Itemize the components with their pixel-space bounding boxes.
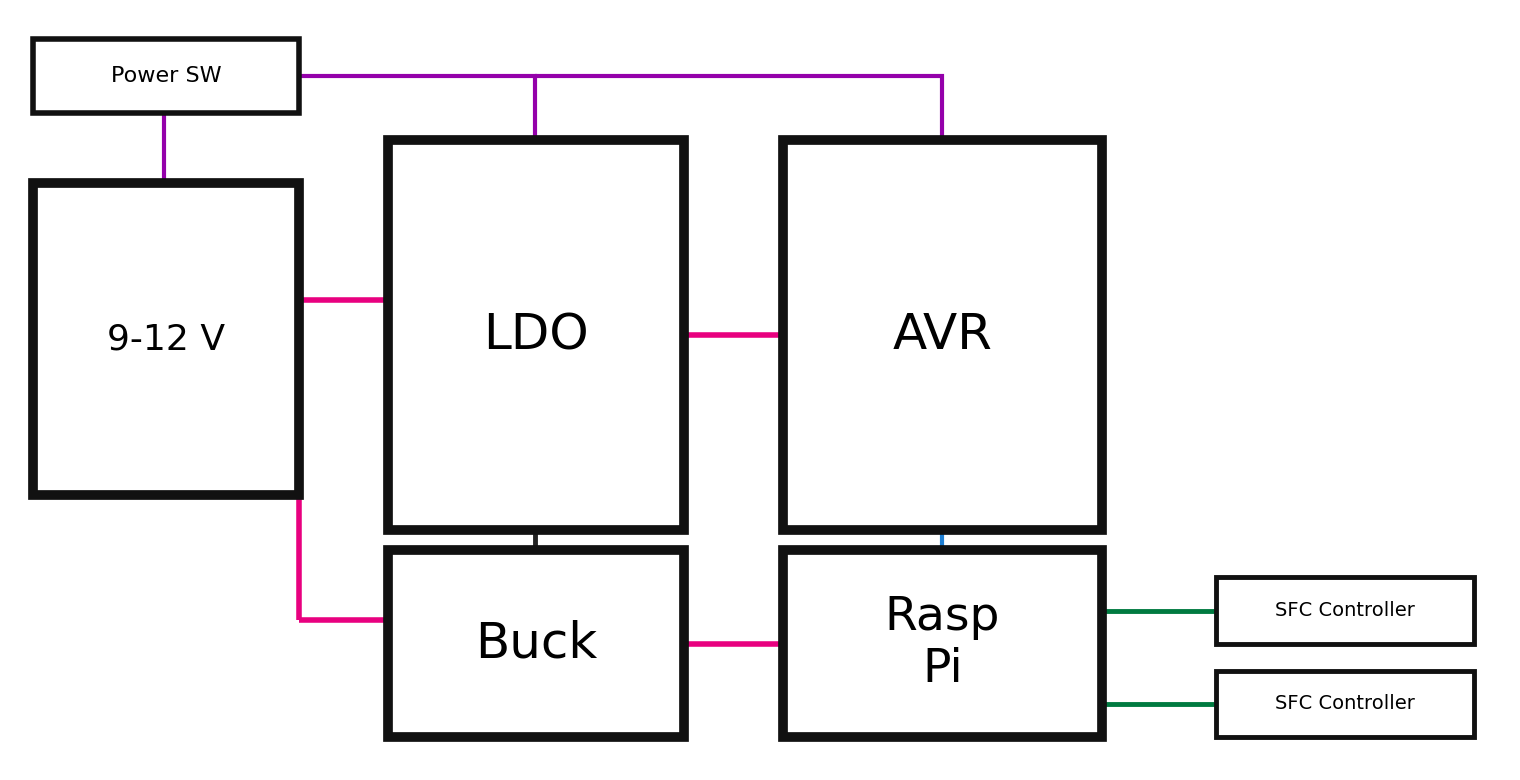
FancyBboxPatch shape xyxy=(388,550,684,737)
Text: AVR: AVR xyxy=(892,311,993,360)
FancyBboxPatch shape xyxy=(783,140,1102,530)
Text: Power SW: Power SW xyxy=(111,66,222,86)
Text: SFC Controller: SFC Controller xyxy=(1275,601,1415,620)
Text: Rasp
Pi: Rasp Pi xyxy=(885,595,1000,692)
FancyBboxPatch shape xyxy=(783,550,1102,737)
Text: SFC Controller: SFC Controller xyxy=(1275,694,1415,714)
Text: 9-12 V: 9-12 V xyxy=(108,322,225,356)
FancyBboxPatch shape xyxy=(33,39,299,113)
FancyBboxPatch shape xyxy=(33,183,299,495)
Text: Buck: Buck xyxy=(474,619,597,668)
Text: LDO: LDO xyxy=(483,311,588,360)
FancyBboxPatch shape xyxy=(388,140,684,530)
FancyBboxPatch shape xyxy=(1216,577,1474,644)
FancyBboxPatch shape xyxy=(1216,671,1474,737)
